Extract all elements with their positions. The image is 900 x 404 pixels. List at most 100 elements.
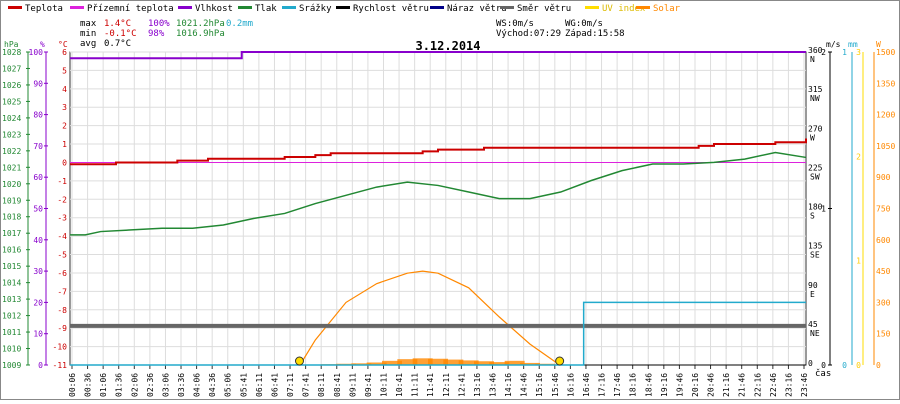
x-tick-label: 07:11 xyxy=(286,373,295,397)
axis-tick-temp: 3 xyxy=(62,103,67,112)
axis-tick-solar: 1500 xyxy=(876,48,895,57)
axis-tick-hpa: 1026 xyxy=(2,81,21,90)
axis-tick-temp: -8 xyxy=(57,306,67,315)
axis-tick-wind: 0 xyxy=(821,361,826,370)
axes: 00:06 00:36 01:06 01:36 02:06 02:36 03:06 03:36… xyxy=(2,40,895,397)
axis-tick-dir-name: NW xyxy=(810,94,820,103)
axis-tick-hum: 100 xyxy=(29,48,44,57)
axis-tick-hpa: 1018 xyxy=(2,213,21,222)
legend-swatch-dew xyxy=(70,6,84,9)
axis-tick-hum: 40 xyxy=(33,236,43,245)
x-tick-label: 04:06 xyxy=(193,373,202,397)
axis-tick-hum: 20 xyxy=(33,298,43,307)
x-tick-label: 04:36 xyxy=(208,373,217,397)
axis-tick-temp: -11 xyxy=(53,361,68,370)
x-tick-label: 14:16 xyxy=(504,373,513,397)
stats-block: max 1.4°C 100% 1021.2hPa 0.2mm min -0.1°… xyxy=(80,19,253,49)
axis-tick-dir: 0 xyxy=(808,359,813,368)
stats-min-hum: 98% xyxy=(148,29,165,39)
axis-tick-dir-name: NE xyxy=(810,329,820,338)
x-axis-label: čas xyxy=(815,368,831,379)
axis-tick-dir-name: SE xyxy=(810,251,820,260)
stats-min-press: 1016.9hPa xyxy=(176,29,225,39)
axis-tick-hpa: 1025 xyxy=(2,97,21,106)
axis-tick-temp: 4 xyxy=(62,85,67,94)
axis-tick-temp: 2 xyxy=(62,122,67,131)
stats-avg-label: avg xyxy=(80,39,96,49)
series-layer xyxy=(70,51,807,366)
axis-tick-solar: 600 xyxy=(876,236,891,245)
stats-max-rain: 0.2mm xyxy=(226,19,253,29)
x-tick-label: 17:16 xyxy=(598,373,607,397)
x-tick-label: 18:46 xyxy=(644,373,653,397)
legend-label-rain: Srážky xyxy=(299,4,332,14)
axis-tick-uv: 0 xyxy=(856,361,861,370)
axis-tick-hpa: 1022 xyxy=(2,147,21,156)
info-ws: WS:0m/s xyxy=(496,19,534,29)
x-tick-label: 22:46 xyxy=(769,373,778,397)
axis-tick-solar: 450 xyxy=(876,267,891,276)
axis-tick-hpa: 1019 xyxy=(2,196,21,205)
axis-tick-solar: 1350 xyxy=(876,79,895,88)
x-tick-label: 03:06 xyxy=(161,373,170,397)
x-tick-label: 20:16 xyxy=(691,373,700,397)
solar-bar xyxy=(366,362,387,365)
series-temperature xyxy=(70,138,807,166)
stats-min-label: min xyxy=(80,29,96,39)
x-tick-label: 00:06 xyxy=(68,373,77,397)
axis-tick-uv: 2 xyxy=(856,152,861,161)
stats-max-press: 1021.2hPa xyxy=(176,19,225,29)
legend-swatch-dir xyxy=(500,6,514,9)
legend-swatch-wind xyxy=(336,6,350,9)
axis-tick-dir-name: E xyxy=(810,290,815,299)
legend-label-temp: Teplota xyxy=(25,4,63,14)
axis-tick-rain: 0 xyxy=(842,361,847,370)
axis-tick-dir: 315 xyxy=(808,85,823,94)
x-tick-label: 14:46 xyxy=(520,373,529,397)
solar-bar xyxy=(458,360,479,365)
axis-tick-uv: 1 xyxy=(856,257,861,266)
axis-tick-hpa: 1028 xyxy=(2,48,21,57)
stats-max-temp: 1.4°C xyxy=(104,19,131,29)
x-tick-label: 03:36 xyxy=(177,373,186,397)
station-info: WS:0m/s WG:0m/s Východ:07:29 Západ:15:58 xyxy=(496,19,625,39)
axis-tick-temp: -2 xyxy=(57,195,67,204)
legend-label-gust: Náraz větru xyxy=(447,4,507,14)
series-pressure xyxy=(70,151,807,236)
info-wg: WG:0m/s xyxy=(565,19,603,29)
sunrise-marker xyxy=(294,356,304,366)
axis-tick-hum: 30 xyxy=(33,267,43,276)
axis-unit-hum: % xyxy=(40,40,45,49)
x-tick-label: 21:46 xyxy=(738,373,747,397)
x-tick-label: 16:16 xyxy=(566,373,575,397)
axis-tick-temp: 0 xyxy=(62,158,67,167)
axis-tick-temp: -9 xyxy=(57,324,67,333)
axis-tick-hum: 10 xyxy=(33,330,43,339)
solar-bar xyxy=(520,362,540,365)
solar-bar xyxy=(443,359,464,365)
x-tick-label: 13:16 xyxy=(473,373,482,397)
axis-tick-dir: 180 xyxy=(808,203,823,212)
x-tick-label: 21:16 xyxy=(722,373,731,397)
plot-area xyxy=(69,51,807,366)
solar-bar xyxy=(351,363,372,365)
axis-unit-rain: mm xyxy=(848,40,858,49)
axis-tick-hpa: 1024 xyxy=(2,114,21,123)
chart-title: 3.12.2014 xyxy=(415,39,480,53)
axis-tick-dir: 90 xyxy=(808,281,818,290)
info-sunrise: Východ:07:29 xyxy=(496,29,561,39)
x-tick-label: 18:16 xyxy=(629,373,638,397)
axis-tick-hpa: 1023 xyxy=(2,130,21,139)
x-tick-label: 20:46 xyxy=(707,373,716,397)
axis-tick-hpa: 1021 xyxy=(2,163,21,172)
solar-bar xyxy=(504,360,525,365)
stats-avg-temp: 0.7°C xyxy=(104,39,131,49)
x-tick-label: 11:11 xyxy=(411,373,420,397)
axis-unit-temp: °C xyxy=(58,40,68,49)
legend-label-press: Tlak xyxy=(255,4,277,14)
solar-bar xyxy=(474,361,494,365)
axis-tick-dir: 225 xyxy=(808,163,823,172)
x-tick-label: 06:11 xyxy=(255,373,264,397)
x-tick-label: 01:36 xyxy=(115,373,124,397)
axis-tick-temp: 5 xyxy=(62,66,67,75)
